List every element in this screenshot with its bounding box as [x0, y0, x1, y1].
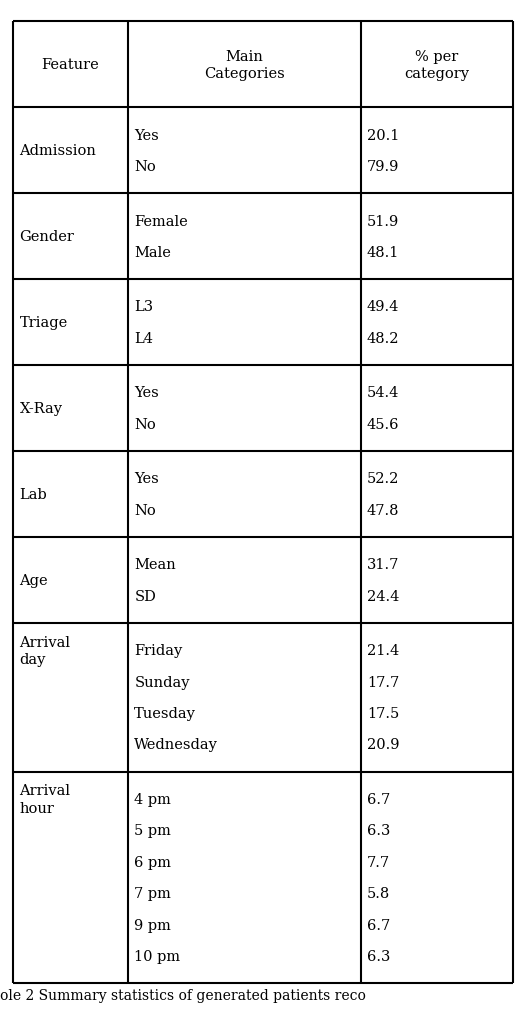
- Text: L3: L3: [134, 301, 154, 314]
- Text: Sunday: Sunday: [134, 675, 190, 689]
- Text: L4: L4: [134, 331, 154, 345]
- Text: Friday: Friday: [134, 644, 183, 657]
- Text: Female: Female: [134, 214, 188, 228]
- Text: 17.7: 17.7: [367, 675, 399, 689]
- Text: 6.7: 6.7: [367, 918, 390, 931]
- Text: 6 pm: 6 pm: [134, 855, 171, 869]
- Text: Feature: Feature: [42, 58, 99, 72]
- Text: Tuesday: Tuesday: [134, 706, 196, 720]
- Text: 6.3: 6.3: [367, 823, 390, 838]
- Text: 79.9: 79.9: [367, 160, 399, 174]
- Text: 7 pm: 7 pm: [134, 887, 171, 901]
- Text: Mean: Mean: [134, 557, 176, 572]
- Text: Triage: Triage: [19, 316, 68, 330]
- Text: No: No: [134, 160, 156, 174]
- Text: Arrival
day: Arrival day: [19, 635, 70, 666]
- Text: 6.7: 6.7: [367, 792, 390, 806]
- Text: 7.7: 7.7: [367, 855, 390, 869]
- Text: Yes: Yes: [134, 472, 159, 486]
- Text: Admission: Admission: [19, 144, 96, 158]
- Text: No: No: [134, 418, 156, 431]
- Text: 10 pm: 10 pm: [134, 949, 180, 963]
- Text: Main
Categories: Main Categories: [204, 50, 285, 81]
- Text: 52.2: 52.2: [367, 472, 399, 486]
- Text: X-Ray: X-Ray: [19, 401, 63, 416]
- Text: % per
category: % per category: [404, 50, 469, 81]
- Text: 49.4: 49.4: [367, 301, 399, 314]
- Text: 20.9: 20.9: [367, 738, 399, 752]
- Text: 17.5: 17.5: [367, 706, 399, 720]
- Text: 9 pm: 9 pm: [134, 918, 171, 931]
- Text: Age: Age: [19, 574, 48, 587]
- Text: 21.4: 21.4: [367, 644, 399, 657]
- Text: 47.8: 47.8: [367, 503, 399, 518]
- Text: Gender: Gender: [19, 230, 74, 244]
- Text: 45.6: 45.6: [367, 418, 399, 431]
- Text: No: No: [134, 503, 156, 518]
- Text: Male: Male: [134, 246, 171, 260]
- Text: 6.3: 6.3: [367, 949, 390, 963]
- Text: 48.2: 48.2: [367, 331, 399, 345]
- Text: ole 2 Summary statistics of generated patients reco: ole 2 Summary statistics of generated pa…: [0, 988, 366, 1003]
- Text: 24.4: 24.4: [367, 589, 399, 603]
- Text: 20.1: 20.1: [367, 128, 399, 143]
- Text: Arrival
hour: Arrival hour: [19, 784, 70, 815]
- Text: Yes: Yes: [134, 386, 159, 400]
- Text: Wednesday: Wednesday: [134, 738, 218, 752]
- Text: SD: SD: [134, 589, 156, 603]
- Text: Lab: Lab: [19, 487, 47, 501]
- Text: 51.9: 51.9: [367, 214, 399, 228]
- Text: 5 pm: 5 pm: [134, 823, 171, 838]
- Text: 54.4: 54.4: [367, 386, 399, 400]
- Text: Yes: Yes: [134, 128, 159, 143]
- Text: 4 pm: 4 pm: [134, 792, 171, 806]
- Text: 5.8: 5.8: [367, 887, 390, 901]
- Text: 31.7: 31.7: [367, 557, 399, 572]
- Text: 48.1: 48.1: [367, 246, 399, 260]
